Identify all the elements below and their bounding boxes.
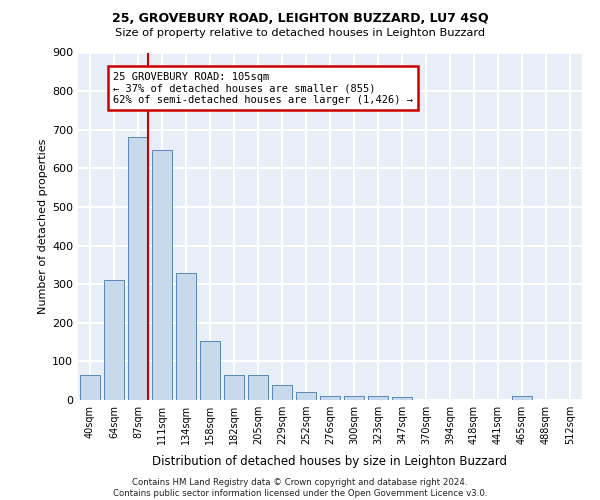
Bar xyxy=(512,396,532,400)
Text: Contains HM Land Registry data © Crown copyright and database right 2024.
Contai: Contains HM Land Registry data © Crown c… xyxy=(113,478,487,498)
Bar xyxy=(248,375,268,400)
Bar xyxy=(320,396,340,400)
Text: 25 GROVEBURY ROAD: 105sqm
← 37% of detached houses are smaller (855)
62% of semi: 25 GROVEBURY ROAD: 105sqm ← 37% of detac… xyxy=(113,72,413,105)
Bar xyxy=(80,375,100,400)
Y-axis label: Number of detached properties: Number of detached properties xyxy=(38,138,48,314)
Text: 25, GROVEBURY ROAD, LEIGHTON BUZZARD, LU7 4SQ: 25, GROVEBURY ROAD, LEIGHTON BUZZARD, LU… xyxy=(112,12,488,26)
Bar xyxy=(368,396,388,400)
Bar xyxy=(296,392,316,400)
Bar xyxy=(344,396,364,400)
Bar xyxy=(200,342,220,400)
X-axis label: Distribution of detached houses by size in Leighton Buzzard: Distribution of detached houses by size … xyxy=(152,456,508,468)
Bar xyxy=(224,375,244,400)
Bar xyxy=(392,397,412,400)
Text: Size of property relative to detached houses in Leighton Buzzard: Size of property relative to detached ho… xyxy=(115,28,485,38)
Bar xyxy=(152,150,172,400)
Bar xyxy=(128,138,148,400)
Bar xyxy=(272,386,292,400)
Bar xyxy=(104,280,124,400)
Bar xyxy=(176,274,196,400)
